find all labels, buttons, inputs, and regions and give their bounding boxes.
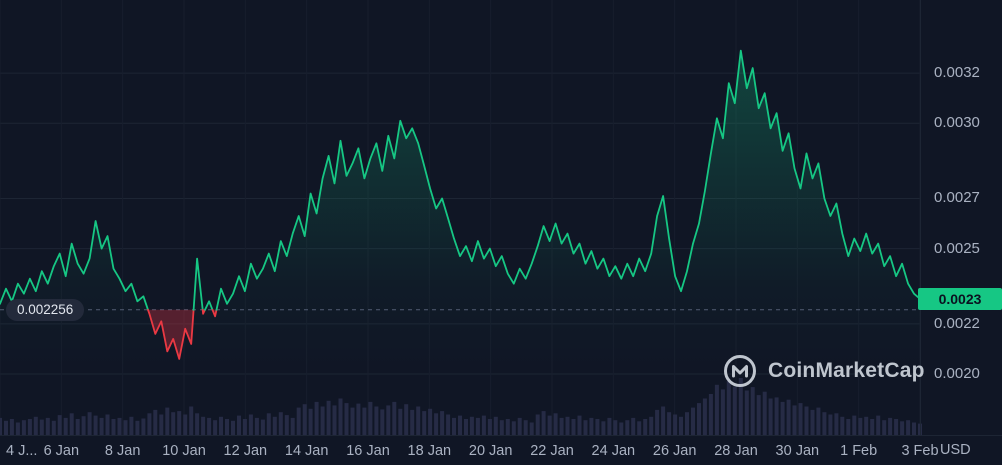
y-axis-tick-label: 0.0027: [934, 189, 980, 207]
watermark-text: CoinMarketCap: [768, 359, 925, 382]
y-axis-tick-label: 0.0025: [934, 239, 980, 257]
x-axis-tick-label: 1 Feb: [840, 443, 878, 459]
y-axis-tick-label: 0.0022: [934, 314, 980, 332]
price-line-segment: [211, 308, 218, 318]
x-axis-tick-label: 18 Jan: [407, 443, 452, 459]
drawdown-area-fill: [148, 309, 194, 359]
price-line-segment: [192, 257, 204, 311]
x-axis-tick-label: 24 Jan: [591, 443, 636, 459]
x-axis-tick-label: 6 Jan: [43, 443, 80, 459]
current-price-badge: 0.0023: [918, 287, 1002, 310]
x-axis-tick-label: 3 Feb: [901, 443, 939, 459]
y-axis-tick-label: 0.0032: [934, 64, 980, 82]
x-axis-tick-label: 14 Jan: [284, 443, 329, 459]
x-axis-tick-label: 30 Jan: [775, 443, 820, 459]
price-line-segment: [201, 308, 206, 315]
price-line-segment: [147, 308, 195, 360]
x-axis-tick-label: 20 Jan: [468, 443, 513, 459]
coinmarketcap-watermark: CoinMarketCap: [722, 353, 925, 389]
x-axis-tick-label: 26 Jan: [652, 443, 697, 459]
x-axis-tick-label: 12 Jan: [223, 443, 268, 459]
price-line-segment: [0, 220, 149, 311]
price-line-segment: [204, 300, 214, 311]
y-axis-tick-label: 0.0020: [934, 364, 980, 382]
x-axis-tick-label: 22 Jan: [530, 443, 574, 459]
x-axis-tick-label: 16 Jan: [346, 443, 390, 459]
y-axis: 0.0032 0.0030 0.0027 0.0025 0.0022 0.0020: [920, 0, 1002, 435]
x-axis: 4 J... 6 Jan 8 Jan 10 Jan 12 Jan 14 Jan 16 Jan…: [0, 435, 1002, 465]
price-line-segment: [215, 49, 921, 311]
y-axis-tick-label: 0.0030: [934, 114, 980, 132]
x-axis-tick-label: 4 J...: [6, 443, 38, 459]
price-area-fill: [0, 50, 920, 435]
x-axis-tick-label: 8 Jan: [104, 443, 141, 459]
previous-close-label: 0.002256: [6, 298, 85, 321]
x-axis-tick-label: 10 Jan: [162, 443, 206, 459]
coinmarketcap-logo-icon: [724, 355, 756, 387]
axis-unit-label: USD: [940, 442, 971, 458]
x-axis-tick-label: 28 Jan: [714, 443, 758, 459]
